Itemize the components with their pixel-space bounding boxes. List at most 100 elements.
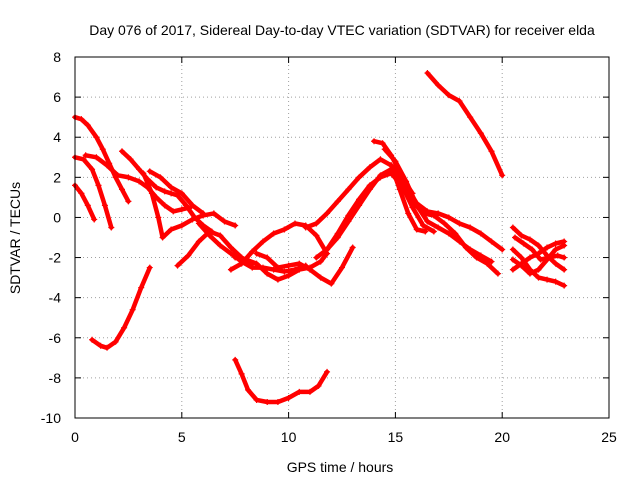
data-point <box>238 260 245 267</box>
data-point <box>328 280 335 287</box>
data-point <box>270 266 277 273</box>
data-point <box>477 130 484 137</box>
y-tick-label: 6 <box>53 89 61 105</box>
data-point <box>281 268 288 275</box>
series-track-10 <box>195 220 309 275</box>
chart-title: Day 076 of 2017, Sidereal Day-to-day VTE… <box>89 22 595 38</box>
data-point <box>552 246 559 253</box>
data-point <box>118 148 125 155</box>
series-line <box>254 245 355 286</box>
data-point <box>509 256 516 263</box>
data-point <box>195 238 202 245</box>
data-point <box>227 250 234 257</box>
data-point <box>242 256 249 263</box>
data-point <box>178 206 185 213</box>
data-point <box>552 240 559 247</box>
data-point <box>292 220 299 227</box>
data-tracks <box>72 70 568 405</box>
data-point <box>313 254 320 261</box>
data-point <box>345 186 352 193</box>
data-point <box>356 174 363 181</box>
data-point <box>403 178 410 185</box>
data-point <box>371 138 378 145</box>
data-point <box>274 398 281 405</box>
data-point <box>349 244 356 251</box>
data-point <box>544 244 551 251</box>
data-point <box>125 198 132 205</box>
data-point <box>413 202 420 209</box>
data-point <box>302 224 309 231</box>
data-point <box>104 344 111 351</box>
data-point <box>366 186 373 193</box>
data-point <box>499 246 506 253</box>
data-point <box>189 216 196 223</box>
data-point <box>435 224 442 231</box>
data-point <box>535 242 542 249</box>
data-point <box>552 260 559 267</box>
data-point <box>377 172 384 179</box>
series-track-26 <box>512 234 568 263</box>
x-tick-label: 10 <box>281 429 297 445</box>
data-point <box>499 172 506 179</box>
data-point <box>249 248 256 255</box>
data-point <box>178 222 185 229</box>
data-point <box>366 164 373 171</box>
data-point <box>306 388 313 395</box>
data-point <box>112 338 119 345</box>
data-point <box>554 252 561 259</box>
data-point <box>161 202 168 209</box>
series-track-21 <box>424 70 506 179</box>
x-axis-label: GPS time / hours <box>287 459 394 475</box>
data-point <box>148 190 155 197</box>
data-point <box>445 230 452 237</box>
data-point <box>520 240 527 247</box>
data-point <box>155 214 162 221</box>
x-tick-label: 0 <box>71 429 79 445</box>
series-track-13 <box>232 356 331 405</box>
data-point <box>334 198 341 205</box>
y-tick-label: -2 <box>49 250 62 266</box>
data-point <box>477 230 484 237</box>
data-point <box>285 262 292 269</box>
data-point <box>535 274 542 281</box>
data-point <box>285 272 292 279</box>
data-point <box>467 246 474 253</box>
data-point <box>168 190 175 197</box>
series-line <box>232 251 330 282</box>
data-point <box>509 266 516 273</box>
x-tick-label: 15 <box>388 429 404 445</box>
series-track-19 <box>381 146 495 265</box>
data-point <box>114 172 121 179</box>
data-point <box>168 226 175 233</box>
data-point <box>467 224 474 231</box>
data-point <box>285 394 292 401</box>
data-point <box>561 242 568 249</box>
data-point <box>544 276 551 283</box>
data-point <box>221 218 228 225</box>
data-point <box>509 224 516 231</box>
series-line <box>89 265 153 351</box>
series-track-20 <box>388 162 429 235</box>
data-point <box>127 156 134 163</box>
data-point <box>174 262 181 269</box>
data-point <box>377 156 384 163</box>
data-point <box>518 232 525 239</box>
data-point <box>467 114 474 121</box>
y-tick-label: 2 <box>53 169 61 185</box>
data-point <box>249 264 256 271</box>
data-point <box>334 234 341 241</box>
data-point <box>296 388 303 395</box>
series-line <box>232 357 330 405</box>
data-point <box>227 266 234 273</box>
data-point <box>84 202 91 209</box>
data-point <box>313 220 320 227</box>
data-point <box>82 152 89 159</box>
data-point <box>324 210 331 217</box>
data-point <box>99 146 106 153</box>
data-point <box>97 342 104 349</box>
series-track-03 <box>72 182 98 223</box>
data-point <box>296 266 303 273</box>
data-point <box>195 220 202 227</box>
data-point <box>84 122 91 129</box>
data-point <box>296 260 303 267</box>
